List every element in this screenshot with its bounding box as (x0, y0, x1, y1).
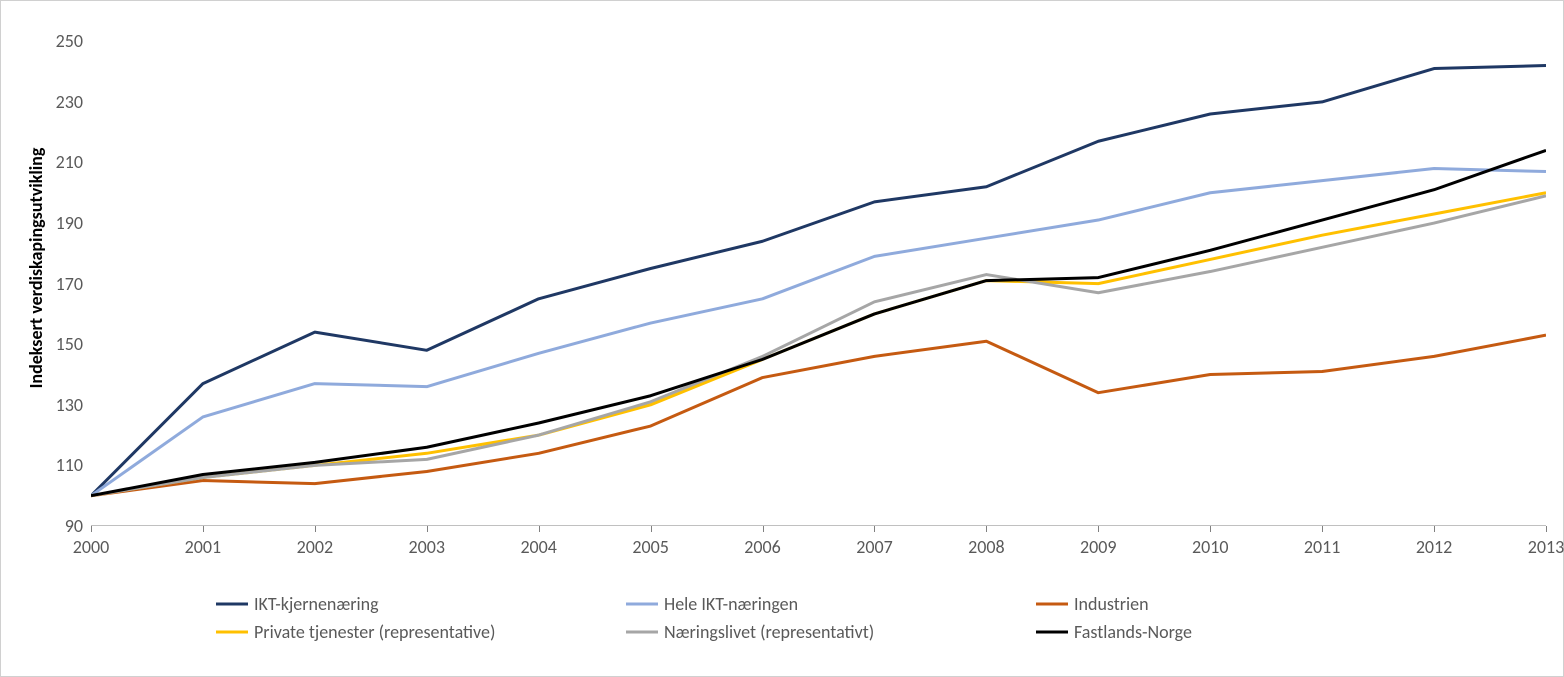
x-tick-label: 2013 (1528, 536, 1564, 558)
legend-item-ikt_kjerne: IKT-kjernenæring (216, 593, 606, 615)
x-tick-mark (1546, 526, 1547, 532)
x-tick-mark (1322, 526, 1323, 532)
legend: IKT-kjernenæring Hele IKT-næringen Industr… (216, 593, 1466, 649)
legend-label: Private tjenester (representative) (254, 621, 495, 643)
plot-svg (91, 11, 1546, 526)
x-tick-label: 2000 (73, 536, 110, 558)
x-tick-label: 2005 (632, 536, 669, 558)
legend-swatch (216, 598, 248, 610)
x-tick-label: 2008 (968, 536, 1005, 558)
legend-swatch (216, 626, 248, 638)
legend-label: Industrien (1074, 593, 1149, 615)
x-tick-mark (91, 526, 92, 532)
x-tick-mark (1210, 526, 1211, 532)
series-line-naeringslivet (91, 196, 1546, 496)
y-tick-label: 150 (43, 333, 83, 355)
series-line-industrien (91, 335, 1546, 496)
series-line-ikt_kjerne (91, 66, 1546, 496)
x-tick-mark (203, 526, 204, 532)
plot-area (91, 11, 1546, 526)
x-tick-label: 2003 (409, 536, 446, 558)
line-chart: Indeksert verdiskapingsutvikling 9011013… (0, 0, 1564, 677)
x-tick-label: 2006 (744, 536, 781, 558)
x-tick-mark (651, 526, 652, 532)
legend-label: Næringslivet (representativt) (664, 621, 874, 643)
legend-label: Fastlands-Norge (1074, 621, 1192, 643)
legend-label: IKT-kjernenæring (254, 593, 379, 615)
x-tick-mark (763, 526, 764, 532)
x-tick-label: 2004 (520, 536, 557, 558)
legend-item-industrien: Industrien (1036, 593, 1426, 615)
x-tick-label: 2011 (1304, 536, 1341, 558)
y-tick-label: 190 (43, 212, 83, 234)
y-tick-label: 110 (43, 454, 83, 476)
x-tick-mark (986, 526, 987, 532)
legend-item-private_tjenester: Private tjenester (representative) (216, 621, 606, 643)
y-tick-label: 210 (43, 151, 83, 173)
x-tick-mark (1098, 526, 1099, 532)
x-tick-label: 2009 (1080, 536, 1117, 558)
x-tick-label: 2010 (1192, 536, 1229, 558)
x-tick-mark (315, 526, 316, 532)
legend-swatch (626, 626, 658, 638)
series-line-private_tjenester (91, 193, 1546, 496)
legend-swatch (1036, 626, 1068, 638)
y-tick-label: 90 (43, 515, 83, 537)
x-tick-label: 2012 (1416, 536, 1453, 558)
legend-swatch (1036, 598, 1068, 610)
x-tick-mark (1434, 526, 1435, 532)
x-tick-label: 2007 (856, 536, 893, 558)
legend-item-naeringslivet: Næringslivet (representativt) (626, 621, 1016, 643)
series-line-fastlands_norge (91, 150, 1546, 495)
legend-swatch (626, 598, 658, 610)
y-tick-label: 230 (43, 91, 83, 113)
y-tick-label: 170 (43, 273, 83, 295)
legend-item-fastlands_norge: Fastlands-Norge (1036, 621, 1426, 643)
legend-label: Hele IKT-næringen (664, 593, 798, 615)
x-tick-label: 2001 (185, 536, 222, 558)
y-tick-label: 250 (43, 30, 83, 52)
x-tick-mark (427, 526, 428, 532)
x-tick-mark (874, 526, 875, 532)
legend-item-hele_ikt: Hele IKT-næringen (626, 593, 1016, 615)
y-tick-label: 130 (43, 394, 83, 416)
x-tick-mark (539, 526, 540, 532)
x-tick-label: 2002 (297, 536, 334, 558)
